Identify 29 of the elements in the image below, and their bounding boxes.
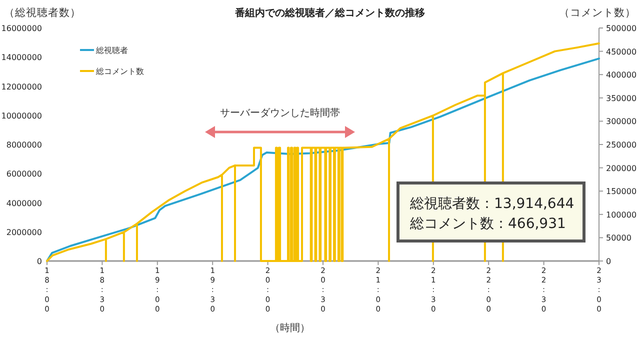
y2-tick-label: 500000 bbox=[606, 24, 637, 33]
y-tick-label: 6000000 bbox=[6, 170, 42, 179]
y2-tick-label: 0 bbox=[606, 257, 612, 266]
y2-tick-label: 50000 bbox=[606, 234, 632, 243]
y-tick-label: 10000000 bbox=[1, 111, 42, 120]
x-axis-title: （時間） bbox=[270, 322, 310, 334]
y2-tick-label: 150000 bbox=[606, 187, 637, 196]
y2-tick-label: 350000 bbox=[606, 94, 637, 103]
annotation: 総視聴者数：13,914,644 bbox=[409, 196, 574, 212]
legend-label: 総視聴者 bbox=[95, 46, 128, 55]
y2-tick-label: 400000 bbox=[606, 70, 637, 80]
y2-tick-label: 300000 bbox=[606, 117, 637, 126]
y-tick-label: 14000000 bbox=[1, 53, 42, 62]
y-tick-label: 8000000 bbox=[6, 140, 42, 150]
y-tick-label: 2000000 bbox=[6, 228, 42, 237]
y-tick-label: 0 bbox=[36, 257, 42, 266]
y-tick-label: 4000000 bbox=[6, 198, 42, 208]
legend-label: 総コメント数 bbox=[95, 67, 144, 76]
y2-tick-label: 250000 bbox=[606, 140, 637, 150]
y2-tick-label: 450000 bbox=[606, 47, 637, 56]
chart-title: 番組内での総視聴者／総コメント数の推移 bbox=[234, 7, 425, 19]
annotation: サーバーダウンした時間帯 bbox=[220, 107, 340, 119]
y2-tick-label: 100000 bbox=[606, 210, 637, 220]
y-tick-label: 16000000 bbox=[1, 24, 42, 33]
y-axis-title: （総視聴者数） bbox=[4, 6, 81, 19]
y2-axis-title: （コメント数） bbox=[559, 7, 636, 19]
y2-tick-label: 200000 bbox=[606, 164, 637, 173]
annotation: 総コメント数：466,931 bbox=[409, 216, 566, 232]
y-tick-label: 12000000 bbox=[1, 82, 42, 92]
